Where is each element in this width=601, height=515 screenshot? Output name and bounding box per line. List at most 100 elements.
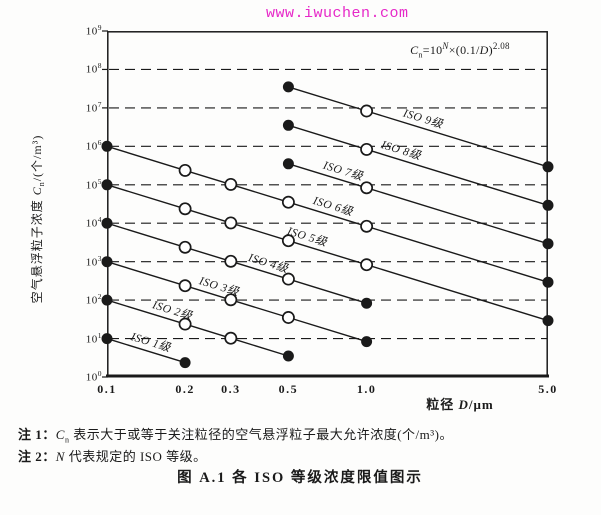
series-line-ISO 5级 xyxy=(106,184,549,322)
note-2-prefix: 注 2： xyxy=(18,449,56,464)
series-label-ISO 2级: ISO 2级 xyxy=(150,298,195,323)
formula-eq: =10 xyxy=(422,43,443,57)
open-data-point-ISO 6级 xyxy=(360,219,374,233)
y-tick-base: 10 xyxy=(85,179,98,192)
y-axis-label: 空气悬浮粒子浓度 Cn/(个/m³) xyxy=(28,135,46,304)
x-axis-label: 粒径 D/μm xyxy=(408,394,512,413)
open-data-point-ISO 5级 xyxy=(360,258,374,272)
open-data-point-ISO 3级 xyxy=(224,293,238,307)
y-axis-unit: /(个/m³) xyxy=(29,134,44,182)
series-label-ISO 6级: ISO 6级 xyxy=(311,194,356,219)
y-tick-exponent: 0 xyxy=(97,369,102,378)
open-data-point-ISO 4级 xyxy=(281,272,295,286)
cn-subscript: n xyxy=(37,181,47,187)
formula-cn-sub: n xyxy=(418,50,423,60)
y-tick-base: 10 xyxy=(85,294,98,307)
formula-close: ) xyxy=(488,43,493,57)
d-symbol: D xyxy=(458,397,469,412)
series-label-ISO 1级: ISO 1级 xyxy=(128,330,173,355)
formula-mid: ×(0.1/ xyxy=(448,43,480,57)
open-data-point-ISO 6级 xyxy=(281,195,295,209)
open-data-point-ISO 5级 xyxy=(281,234,295,248)
y-tick-base: 10 xyxy=(85,217,98,230)
note-1-cn-symbol: C xyxy=(55,427,65,442)
y-tick-base: 10 xyxy=(85,256,98,269)
y-tick-exponent: 8 xyxy=(97,61,102,71)
open-data-point-ISO 2级 xyxy=(224,331,238,345)
open-data-point-ISO 8级 xyxy=(360,142,374,156)
open-data-point-ISO 3级 xyxy=(281,311,295,324)
formula-cn: C xyxy=(410,43,419,57)
x-tick-label-0.2: 0.2 xyxy=(175,382,195,396)
filled-data-point-ISO 5级 xyxy=(101,179,113,191)
filled-data-point-ISO 9级 xyxy=(282,81,294,93)
filled-data-point-ISO 6级 xyxy=(542,276,554,288)
filled-data-point-ISO 5级 xyxy=(542,315,554,327)
filled-data-point-ISO 3级 xyxy=(101,256,113,268)
x-tick-label-5.0: 5.0 xyxy=(538,382,558,396)
formula-d-symbol: D xyxy=(479,43,489,57)
open-data-point-ISO 2级 xyxy=(178,317,192,331)
series-line-ISO 6级 xyxy=(106,145,549,283)
x-tick-label-0.5: 0.5 xyxy=(278,382,299,396)
y-tick-label-10e0: 100 xyxy=(56,369,102,384)
open-data-point-ISO 4级 xyxy=(224,254,238,268)
open-data-point-ISO 4级 xyxy=(178,240,192,254)
note-2-n-symbol: N xyxy=(55,449,65,464)
series-label-ISO 8级: ISO 8级 xyxy=(379,138,424,163)
y-tick-exponent: 9 xyxy=(97,23,102,32)
series-label-ISO 4级: ISO 4级 xyxy=(246,251,291,276)
filled-data-point-ISO 3级 xyxy=(361,336,373,348)
note-1: 注 1：Cn 表示大于或等于关注粒径的空气悬浮粒子最大允许浓度(个/m³)。 xyxy=(18,424,453,445)
x-tick-label-1.0: 1.0 xyxy=(356,382,377,396)
filled-data-point-ISO 4级 xyxy=(361,297,373,309)
open-data-point-ISO 5级 xyxy=(224,216,238,230)
open-data-point-ISO 7级 xyxy=(360,181,374,195)
filled-data-point-ISO 4级 xyxy=(101,217,113,229)
filled-data-point-ISO 2级 xyxy=(282,350,294,362)
y-tick-base: 10 xyxy=(85,25,98,38)
y-tick-base: 10 xyxy=(85,371,98,384)
x-tick-label-0.1: 0.1 xyxy=(97,382,117,396)
y-tick-label-10e2: 102 xyxy=(56,292,102,307)
filled-data-point-ISO 7级 xyxy=(542,238,554,250)
y-tick-label-10e9: 109 xyxy=(56,23,102,38)
note-1-cn-sub: n xyxy=(64,435,70,445)
note-2-text: 代表规定的 ISO 等级。 xyxy=(64,449,207,464)
filled-data-point-ISO 7级 xyxy=(282,158,294,170)
y-tick-exponent: 7 xyxy=(97,99,102,109)
open-data-point-ISO 5级 xyxy=(178,202,192,216)
y-tick-base: 10 xyxy=(85,64,98,77)
filled-data-point-ISO 1级 xyxy=(179,357,191,369)
open-data-point-ISO 9级 xyxy=(360,104,374,118)
filled-data-point-ISO 2级 xyxy=(101,294,113,306)
open-data-point-ISO 6级 xyxy=(178,163,192,177)
figure-caption: 图 A.1 各 ISO 等级浓度限值图示 xyxy=(177,470,423,486)
note-1-prefix: 注 1： xyxy=(18,427,56,442)
y-tick-label-10e6: 106 xyxy=(56,138,102,153)
formula-exponent: 2.08 xyxy=(492,41,510,51)
series-line-ISO 1级 xyxy=(106,337,186,364)
filled-data-point-ISO 8级 xyxy=(282,119,294,131)
y-tick-label-10e1: 101 xyxy=(56,331,102,346)
y-tick-label-10e8: 108 xyxy=(56,61,102,76)
y-tick-exponent: 1 xyxy=(97,330,102,340)
y-tick-label-10e5: 105 xyxy=(56,177,102,192)
x-axis-unit: /μm xyxy=(468,397,494,412)
open-data-point-ISO 6级 xyxy=(224,177,238,191)
y-tick-label-10e3: 103 xyxy=(56,254,102,269)
filled-data-point-ISO 9级 xyxy=(542,161,554,173)
open-data-point-ISO 3级 xyxy=(178,279,192,293)
series-line-ISO 2级 xyxy=(106,299,289,357)
y-tick-exponent: 3 xyxy=(97,253,102,263)
filled-data-point-ISO 6级 xyxy=(101,140,113,152)
y-tick-exponent: 6 xyxy=(97,138,102,148)
cn-symbol: C xyxy=(29,186,44,196)
series-label-ISO 3级: ISO 3级 xyxy=(197,274,242,299)
y-tick-base: 10 xyxy=(85,333,98,346)
note-2: 注 2：N 代表规定的 ISO 等级。 xyxy=(18,446,207,465)
note-1-text: 表示大于或等于关注粒径的空气悬浮粒子最大允许浓度(个/m³)。 xyxy=(69,427,453,442)
y-tick-base: 10 xyxy=(85,102,98,115)
class-limit-formula: Cn=10N×(0.1/D)2.08 xyxy=(384,41,536,59)
